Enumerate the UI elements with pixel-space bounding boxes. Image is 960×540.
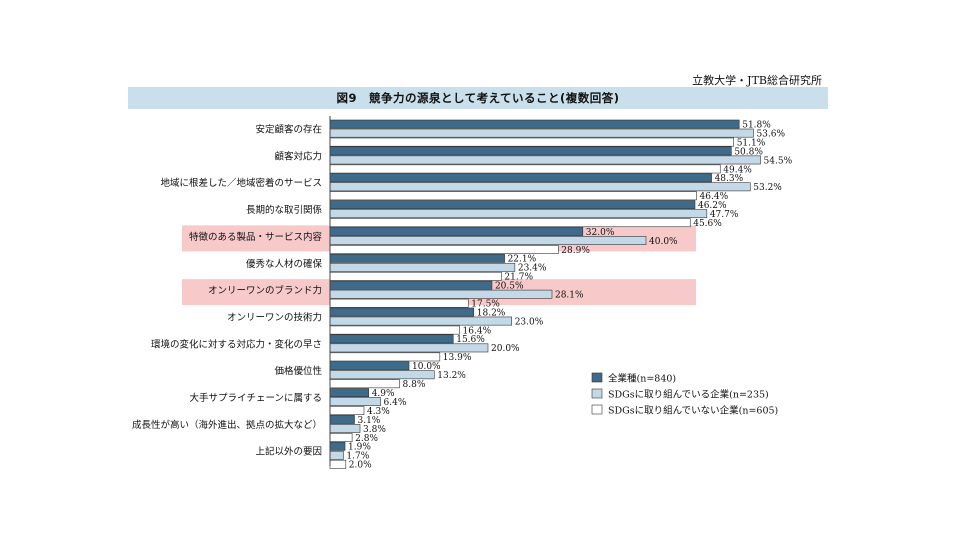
bar-non-sdgs [329, 191, 697, 201]
data-label: 53.2% [753, 183, 782, 193]
legend-swatch [591, 404, 603, 415]
category-label: 価格優位性 [274, 365, 322, 377]
data-label: 47.7% [710, 210, 739, 220]
bar-all [329, 200, 696, 210]
data-label: 3.8% [363, 425, 386, 435]
bar-non-sdgs [329, 298, 469, 308]
bar-all [329, 253, 505, 263]
data-label: 1.7% [346, 452, 369, 462]
data-label: 46.4% [700, 192, 729, 202]
category-label: 環境の変化に対する対応力・変化の早さ [151, 338, 322, 350]
data-label: 8.8% [403, 380, 426, 390]
data-label: 51.8% [742, 120, 771, 130]
data-label: 28.1% [555, 291, 584, 301]
category-label: 安定顧客の存在 [255, 124, 322, 136]
legend-label: SDGsに取り組んでいない企業(n=605) [608, 405, 778, 417]
data-label: 17.5% [471, 300, 500, 310]
data-label: 50.8% [734, 147, 763, 157]
category-label: オンリーワンのブランド力 [208, 285, 322, 297]
data-label: 18.2% [477, 308, 506, 318]
category-label: 長期的な取引関係 [246, 204, 323, 216]
bar-all [329, 441, 346, 451]
data-label: 15.6% [456, 335, 485, 345]
data-label: 28.9% [561, 246, 590, 256]
bar-series [329, 119, 761, 469]
category-labels: 安定顧客の存在顧客対応力地域に根差した／地域密着のサービス長期的な取引関係特徴の… [132, 124, 323, 458]
data-label: 10.0% [412, 362, 441, 372]
bar-all [329, 146, 732, 156]
data-label: 20.0% [491, 344, 520, 354]
legend-label: SDGsに取り組んでいる企業(n=235) [608, 389, 769, 401]
data-label: 53.6% [756, 129, 785, 139]
legend-swatch [591, 372, 603, 383]
category-label: 地域に根差した／地域密着のサービス [160, 177, 322, 189]
bar-all [329, 119, 740, 129]
legend-swatch [591, 388, 603, 399]
bar-all [329, 173, 712, 183]
value-labels: 51.8%53.6%51.1%50.8%54.5% 49.4%48.3% 53.2%… [346, 120, 792, 470]
data-label: 22.1% [508, 255, 537, 265]
bar-sdgs [329, 128, 754, 138]
bar-non-sdgs [329, 271, 502, 281]
bar-non-sdgs [329, 352, 441, 362]
bar-non-sdgs [329, 245, 559, 254]
category-label: オンリーワンの技術力 [227, 311, 322, 323]
data-label: 20.5% [495, 282, 524, 292]
category-label: 顧客対応力 [274, 150, 322, 162]
bar-sdgs [329, 209, 708, 219]
bar-non-sdgs [329, 137, 734, 147]
data-label: 16.4% [463, 326, 492, 336]
bar-sdgs [329, 424, 361, 433]
data-label: 49.4% [723, 165, 752, 175]
bar-all [329, 280, 493, 290]
data-label: 51.1% [737, 138, 766, 148]
category-label: 優秀な人材の確保 [246, 258, 323, 270]
data-label: 3.1% [357, 416, 380, 426]
bar-sdgs [329, 262, 516, 272]
data-label: 23.0% [515, 317, 544, 327]
bar-sdgs [329, 450, 344, 460]
category-label: 特徴のある製品・サービス内容 [189, 231, 323, 243]
data-label: 13.9% [443, 353, 472, 363]
category-label: 上記以外の要因 [255, 446, 322, 458]
data-label: 46.2% [698, 201, 727, 211]
category-label: 大手サプライチェーンに属する [189, 392, 322, 404]
legend: 全業種(n=840) SDGsに取り組んでいる企業(n=235) SDGsに取り組ん… [591, 372, 778, 417]
data-label: 32.0% [586, 228, 615, 238]
bar-non-sdgs [329, 325, 460, 335]
bar-sdgs [329, 182, 751, 192]
bar-all [329, 361, 410, 371]
bar-non-sdgs [329, 218, 691, 228]
bar-all [329, 227, 584, 236]
category-label: 成長性が高い（海外進出、拠点の拡大など） [132, 419, 322, 431]
legend-label: 全業種(n=840) [608, 373, 676, 385]
data-label: 4.9% [372, 389, 395, 399]
data-label: 2.8% [355, 434, 378, 444]
data-label: 13.2% [437, 371, 466, 381]
bar-non-sdgs [329, 406, 365, 415]
data-label: 40.0% [649, 237, 678, 247]
bar-all [329, 334, 454, 344]
data-label: 21.7% [504, 273, 533, 283]
bar-non-sdgs [329, 433, 353, 442]
bar-all [329, 388, 370, 397]
source-credit: 立教大学・JTB総合研究所 [692, 74, 822, 87]
data-label: 48.3% [715, 174, 744, 184]
bar-all [329, 307, 475, 317]
bar-sdgs [329, 155, 761, 165]
data-label: 4.3% [367, 407, 390, 417]
data-label: 45.6% [693, 219, 722, 229]
data-label: 23.4% [518, 264, 547, 274]
data-label: 2.0% [349, 461, 372, 471]
chart-title: 図9 競争力の源泉として考えていること(複数回答) [128, 87, 828, 109]
data-label: 54.5% [764, 156, 793, 166]
bar-all [329, 415, 355, 424]
bar-non-sdgs [329, 164, 721, 174]
bar-non-sdgs [329, 459, 347, 469]
data-label: 6.4% [384, 398, 407, 408]
data-label: 1.9% [348, 443, 371, 453]
bar-non-sdgs [329, 379, 400, 389]
